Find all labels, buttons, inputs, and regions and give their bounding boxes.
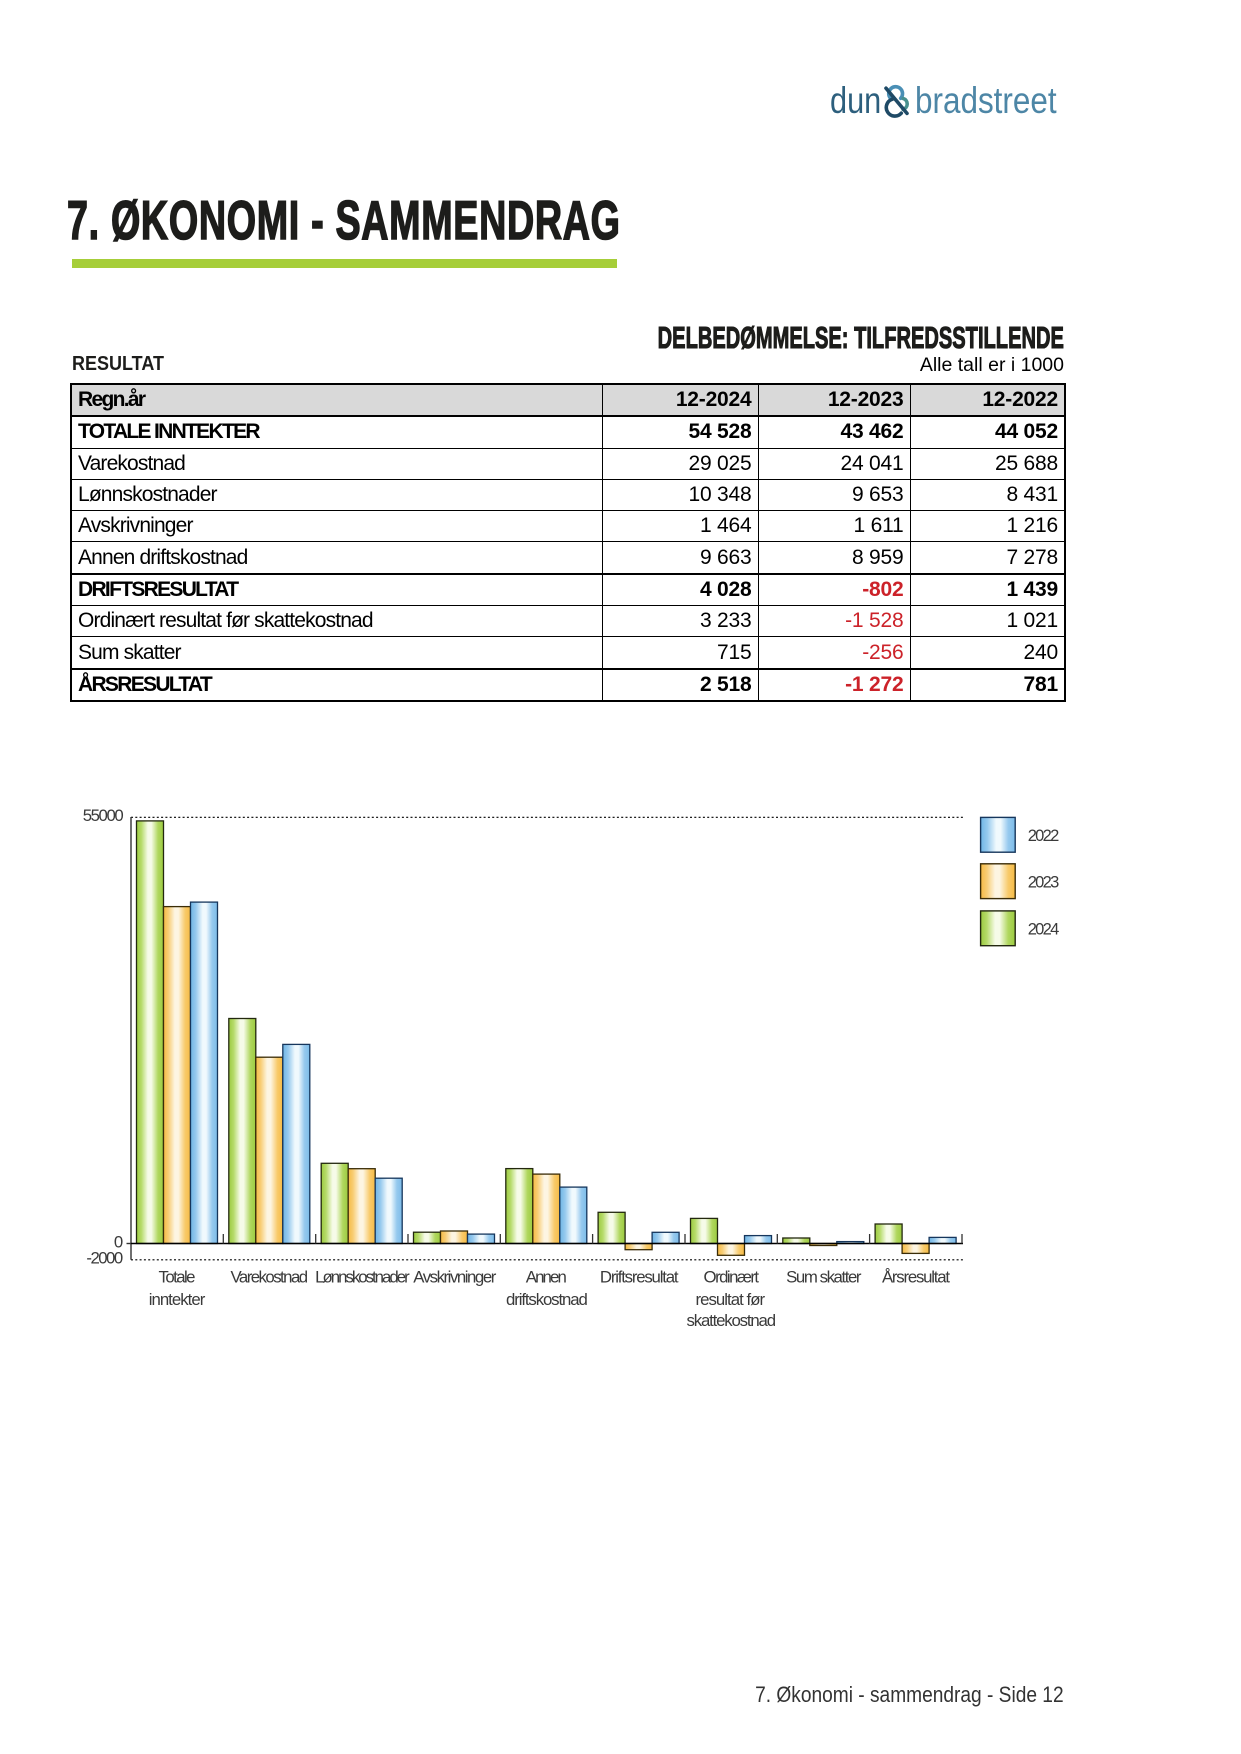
svg-text:0: 0 (114, 1233, 123, 1252)
svg-text:Ordinært: Ordinært (704, 1267, 760, 1286)
svg-text:Totale: Totale (159, 1267, 196, 1286)
svg-text:skattekostnad: skattekostnad (687, 1311, 777, 1330)
svg-text:Årsresultat: Årsresultat (882, 1267, 950, 1286)
svg-text:Sum skatter: Sum skatter (786, 1267, 862, 1286)
svg-text:inntekter: inntekter (149, 1290, 206, 1309)
svg-text:Lønnskostnader: Lønnskostnader (315, 1267, 410, 1286)
svg-text:Avskrivninger: Avskrivninger (413, 1267, 496, 1286)
svg-text:2022: 2022 (1028, 827, 1060, 845)
svg-text:driftskostnad: driftskostnad (506, 1290, 588, 1309)
svg-text:55000: 55000 (83, 806, 124, 825)
svg-text:Annen: Annen (526, 1267, 567, 1286)
svg-text:Driftsresultat: Driftsresultat (600, 1267, 679, 1286)
svg-text:resultat før: resultat før (695, 1290, 765, 1309)
svg-text:-2000: -2000 (86, 1249, 123, 1268)
svg-text:2024: 2024 (1028, 921, 1060, 939)
svg-text:2023: 2023 (1028, 873, 1060, 891)
svg-text:Varekostnad: Varekostnad (231, 1267, 309, 1286)
